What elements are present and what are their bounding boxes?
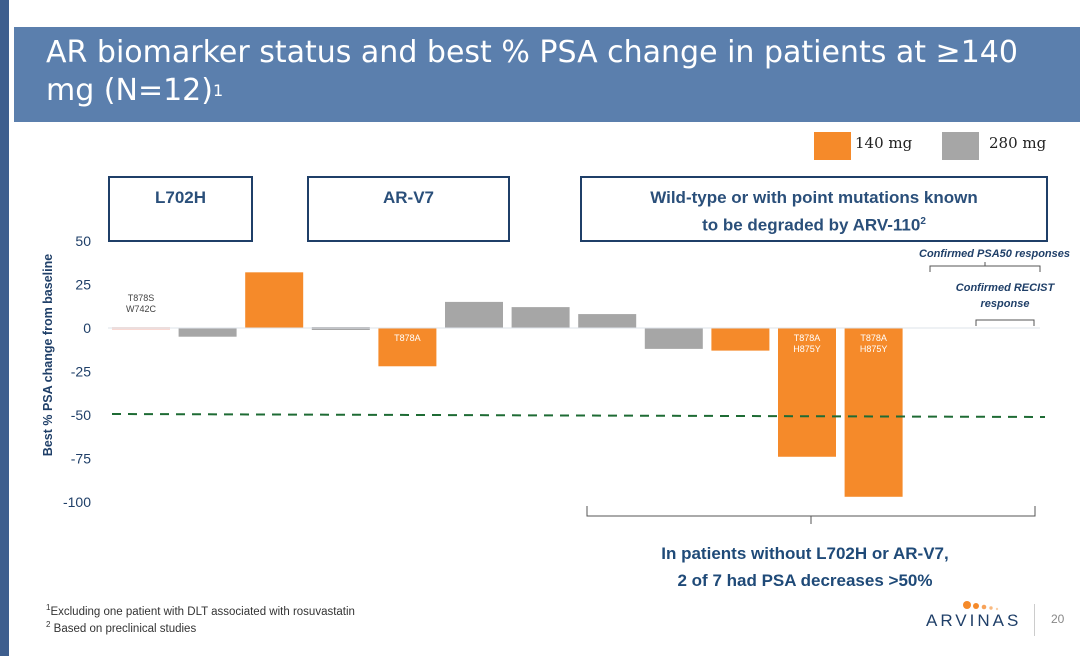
bar-mutation-label: H875Y	[860, 344, 888, 354]
bar	[578, 314, 637, 328]
bracket-recist	[975, 319, 1035, 326]
slide-title: AR biomarker status and best % PSA chang…	[46, 35, 1018, 108]
bar	[644, 328, 703, 349]
footer-divider	[1034, 604, 1035, 636]
bar	[711, 328, 770, 351]
bracket-psa50	[929, 262, 1041, 272]
bar-mutation-label: T878A	[394, 333, 421, 343]
group-wildtype-line1: Wild-type or with point mutations known	[650, 188, 978, 207]
title-band	[14, 27, 1080, 122]
legend-label-140mg: 140 mg	[855, 134, 913, 152]
bracket-summary	[586, 506, 1036, 524]
legend-item-280mg: 280 mg	[942, 132, 1046, 160]
footnote-2: 2 Based on preclinical studies	[46, 620, 197, 635]
arvinas-logo-dots	[963, 601, 999, 611]
page-number: 20	[1051, 612, 1065, 626]
bar	[445, 301, 503, 328]
y-tick-label: 0	[83, 320, 91, 336]
annotation-recist: Confirmed RECIST response	[955, 282, 1055, 310]
y-tick-label: 50	[75, 233, 91, 249]
bar	[245, 272, 304, 328]
legend-swatch-140mg	[814, 132, 851, 160]
arvinas-logo: ARVINAS	[926, 611, 1022, 630]
legend-label-280mg: 280 mg	[989, 134, 1047, 152]
y-tick-label: -75	[71, 451, 91, 467]
summary-text: In patients without L702H or AR-V7, 2 of…	[661, 544, 949, 590]
footnote-1: 1Excluding one patient with DLT associat…	[46, 603, 355, 618]
group-l702h-label: L702H	[154, 188, 207, 207]
reference-line-minus50	[111, 413, 1046, 418]
bar-mutation-label: W742C	[126, 304, 157, 314]
y-tick-label: -25	[71, 364, 91, 380]
group-l702h: L702H	[108, 176, 253, 242]
bar	[511, 307, 570, 328]
bar	[178, 328, 237, 337]
y-tick-label: -100	[63, 494, 91, 510]
group-arv7: AR-V7	[307, 176, 510, 242]
bar	[844, 328, 903, 497]
bar-mutation-label: T878S	[128, 293, 155, 303]
bar-mutation-label: T878A	[794, 333, 821, 343]
bar	[778, 328, 836, 457]
legend-item-140mg: 140 mg	[814, 132, 912, 160]
y-tick-label: -50	[71, 407, 91, 423]
bar-mutation-label: T878A	[860, 333, 887, 343]
group-arv7-label: AR-V7	[382, 188, 434, 207]
bar	[378, 328, 437, 367]
group-wildtype: Wild-type or with point mutations known …	[580, 176, 1048, 242]
bar-mutation-label: H875Y	[793, 344, 821, 354]
group-wildtype-line2: to be degraded by ARV-1102	[702, 215, 926, 235]
annotation-psa50: Confirmed PSA50 responses	[919, 248, 1070, 260]
accent-bar	[0, 0, 9, 656]
y-tick-label: 25	[75, 277, 91, 293]
legend-swatch-280mg	[942, 132, 979, 160]
